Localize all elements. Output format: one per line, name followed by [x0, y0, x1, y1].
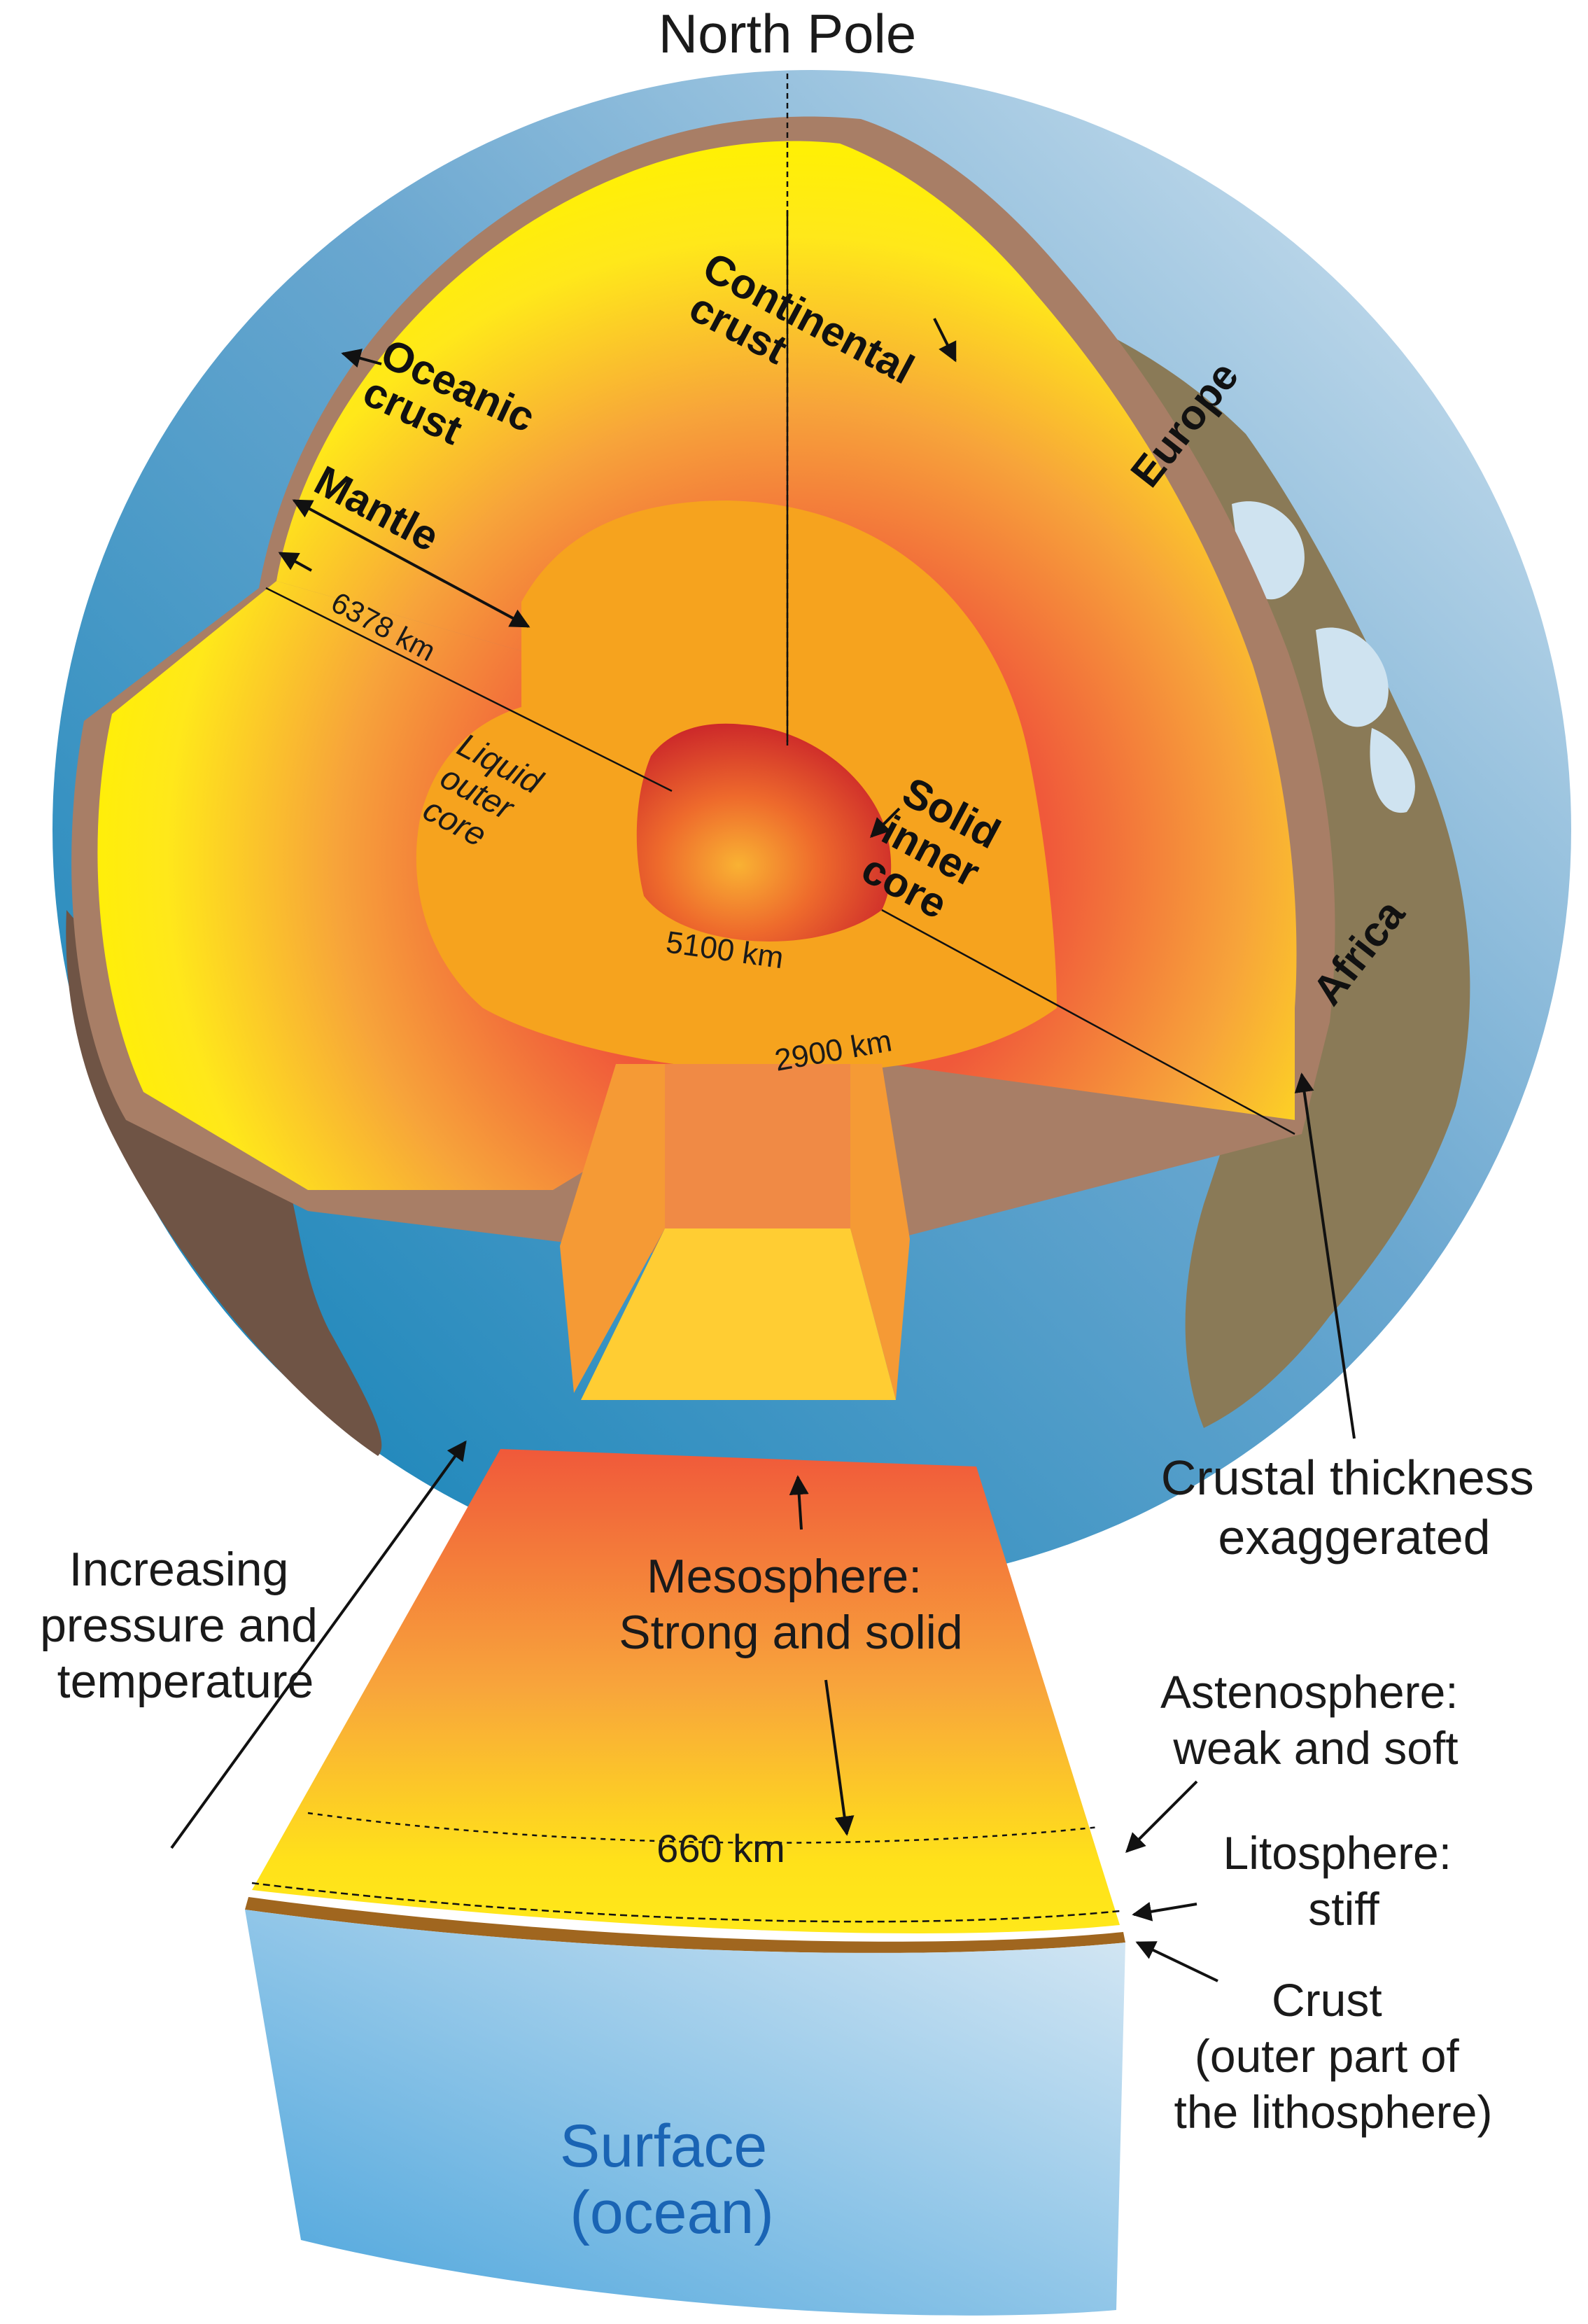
- arrow-crustal-thickness: [1294, 1072, 1356, 1439]
- arrow-lithosphere: [1132, 1902, 1197, 1921]
- label-crust: Crust (outer part of the lithosphere): [1174, 1974, 1493, 2138]
- arrow-mesosphere-up: [789, 1475, 809, 1530]
- sea-mediterranean: [1232, 501, 1415, 813]
- arrow-mantle: [292, 499, 530, 628]
- label-pressure: Increasing pressure and temperature: [40, 1543, 331, 1708]
- equator-line: [881, 909, 1295, 1135]
- arrow-mesosphere-down: [824, 1679, 855, 1836]
- label-north-pole: North Pole: [659, 3, 917, 64]
- arrow-asthenosphere: [1125, 1780, 1198, 1853]
- inner-core: [636, 723, 892, 941]
- crust-band: [245, 1897, 1125, 1953]
- wedge-left: [560, 1064, 665, 1393]
- label-asthenosphere: Astenosphere: weak and soft: [1160, 1666, 1471, 1774]
- wedge-right: [850, 1064, 910, 1400]
- arrow-oceanic-crust: [341, 349, 382, 368]
- label-lithosphere: Litosphere: stiff: [1223, 1827, 1465, 1935]
- label-surface: Surface (ocean): [560, 2113, 784, 2246]
- arrow-continental-crust: [933, 318, 957, 363]
- wedge-floor: [581, 1228, 896, 1400]
- label-mesosphere: Mesosphere: Strong and solid: [619, 1550, 962, 1659]
- arrow-crust: [1135, 1941, 1218, 1982]
- arrow-pressure: [170, 1440, 467, 1849]
- wedge-back: [665, 1064, 850, 1228]
- line-660: [307, 1812, 1099, 1844]
- line-lithosphere: [251, 1882, 1120, 1923]
- label-crustal-thickness: Crustal thickness exaggerated: [1161, 1450, 1547, 1564]
- label-660: 660 km: [656, 1826, 785, 1870]
- arrow-inner-core: [870, 807, 901, 838]
- surface-block: [245, 1910, 1125, 2316]
- mantle-block: [252, 1449, 1120, 1933]
- arrow-radius: [278, 552, 312, 572]
